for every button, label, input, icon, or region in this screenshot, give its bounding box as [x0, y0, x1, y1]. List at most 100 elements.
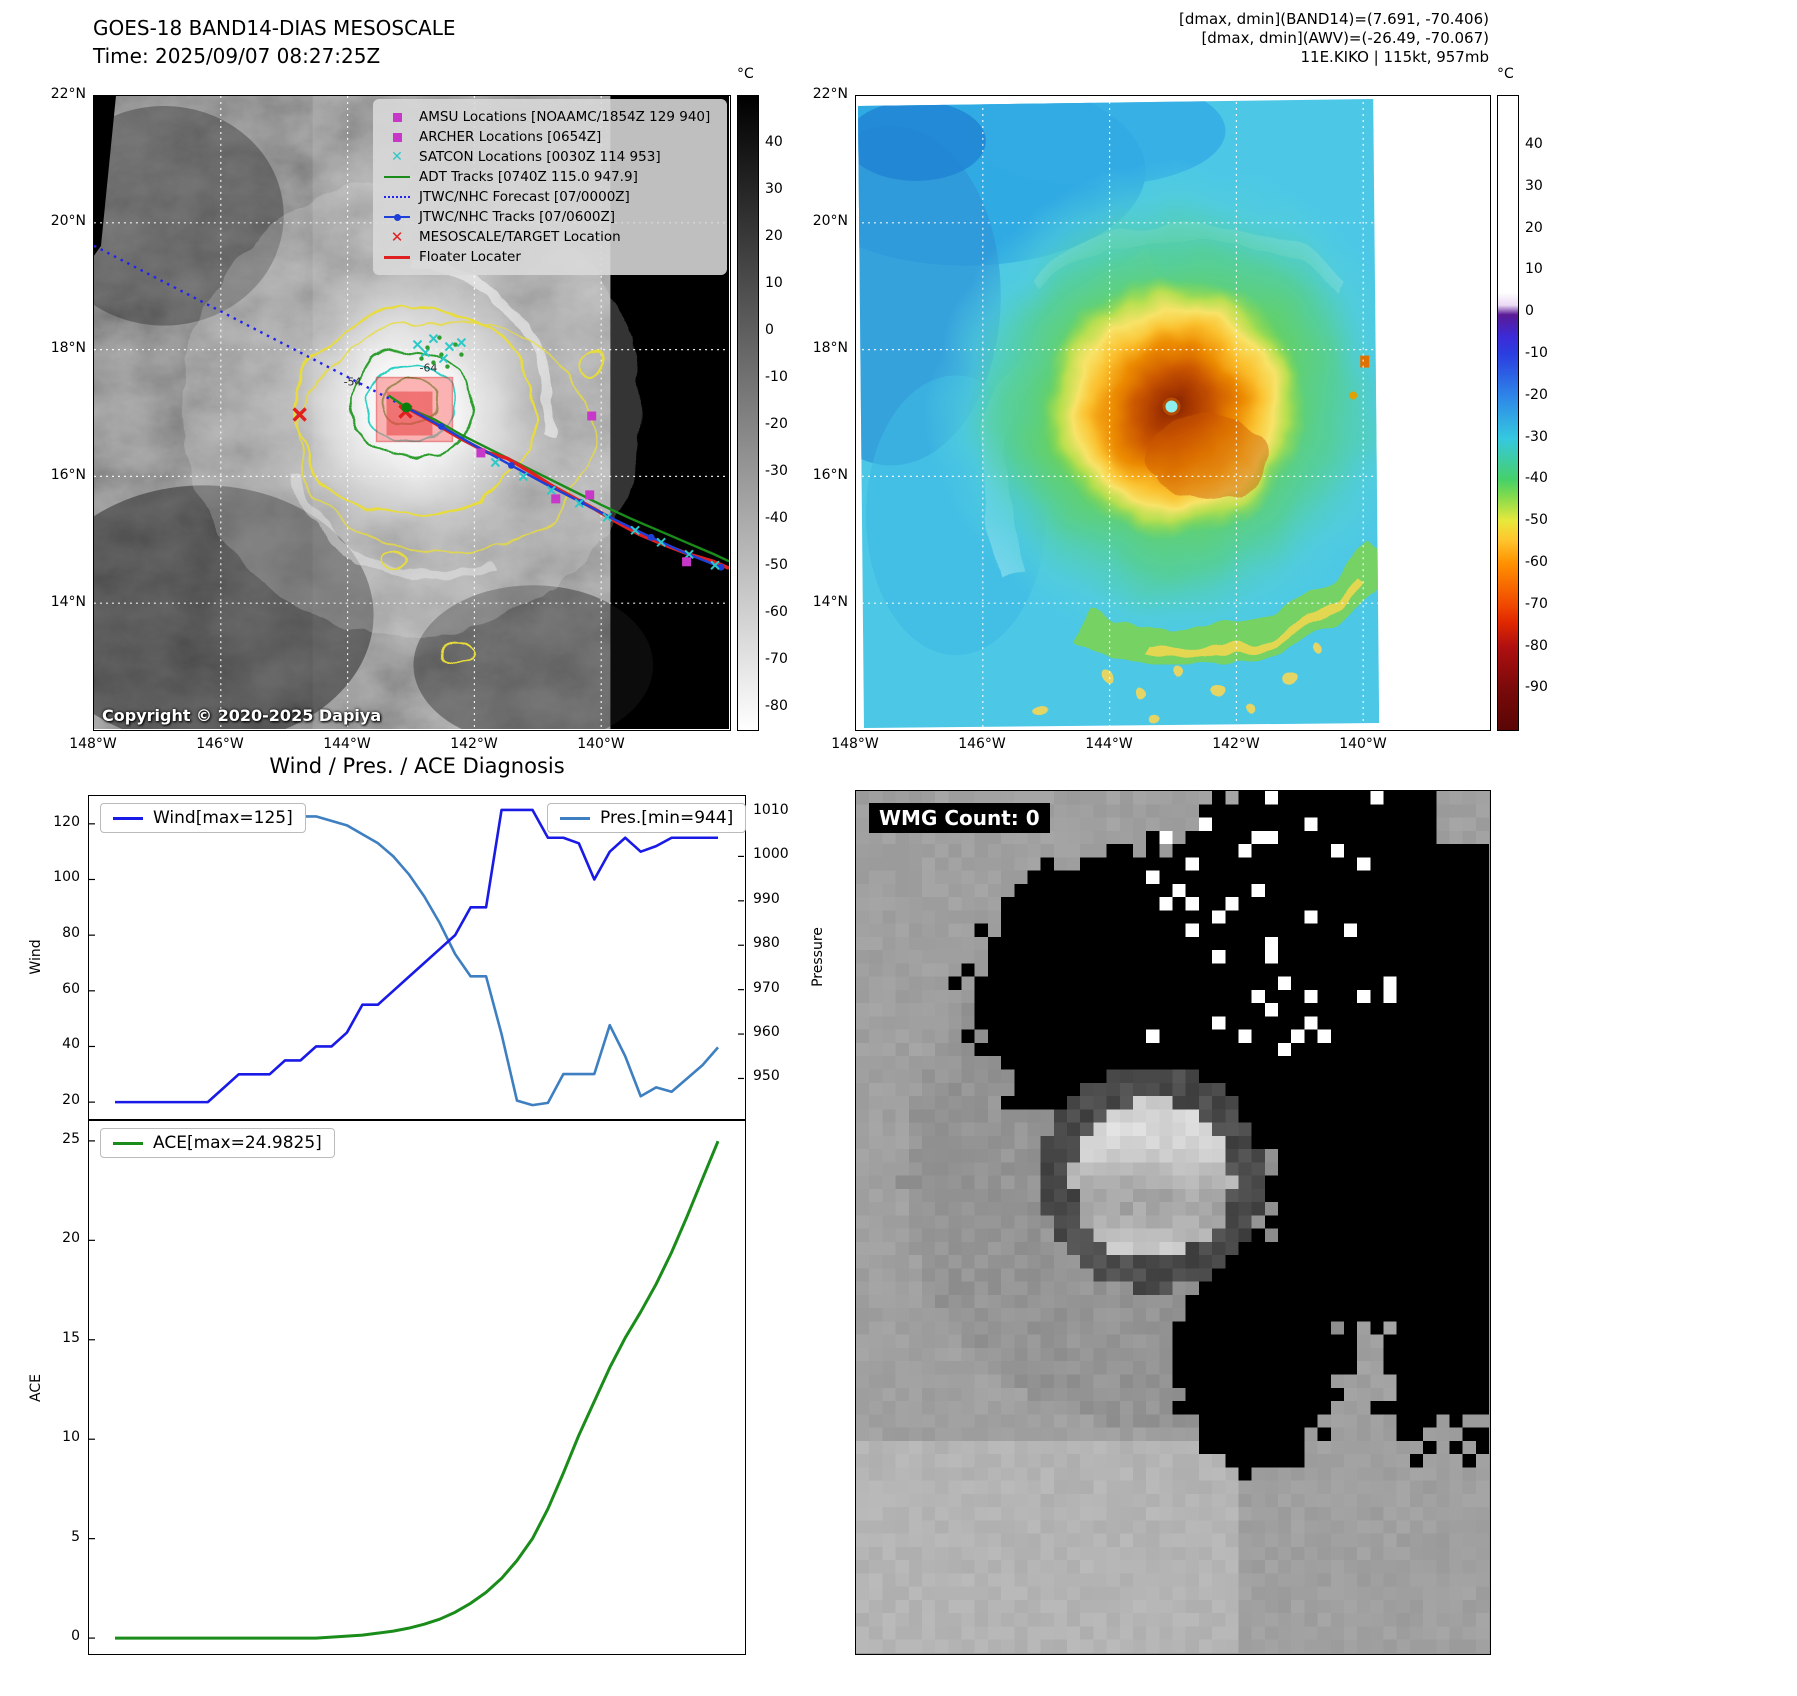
wind-pressure-chart	[88, 795, 746, 1120]
band14-colorbar-unit: °C	[737, 66, 754, 82]
ace-legend: ACE[max=24.9825]	[100, 1128, 335, 1158]
pressure-legend-label: Pres.[min=944]	[600, 808, 734, 828]
awv-map-panel	[855, 95, 1491, 731]
magenta-square-icon	[383, 112, 411, 122]
temperature-contours	[294, 308, 603, 665]
awv-cbar-tick: -80	[1525, 637, 1548, 654]
pressure-tick: 950	[753, 1068, 780, 1085]
adt-fix-dots	[419, 335, 464, 369]
ace-tick: 0	[71, 1628, 80, 1645]
awv-ytick: 22°N	[812, 86, 848, 102]
contour-label-outer: -54	[344, 376, 362, 389]
awv-cbar-tick: 30	[1525, 177, 1543, 194]
awv-cbar-tick: 20	[1525, 219, 1543, 236]
band14-cbar-tick: -30	[765, 463, 788, 479]
wind-tick: 100	[53, 869, 80, 886]
wind-pressure-plot	[89, 808, 744, 1107]
wind-tick: 120	[53, 813, 80, 830]
awv-xtick: 146°W	[958, 736, 1006, 752]
awv-colorbar	[1497, 95, 1519, 731]
awv-xtick: 140°W	[1339, 736, 1387, 752]
awv-cbar-tick: -40	[1525, 470, 1548, 487]
band14-cbar-tick: -40	[765, 510, 788, 526]
band14-xtick: 140°W	[577, 736, 625, 752]
ace-tick: 5	[71, 1528, 80, 1545]
band14-cbar-tick: 0	[765, 322, 774, 338]
wind-line-sample	[113, 816, 143, 820]
wind-tick: 80	[62, 925, 80, 942]
convective-cells	[1034, 647, 1321, 727]
awv-xtick: 148°W	[831, 736, 879, 752]
pressure-line-sample	[560, 816, 590, 820]
band14-cbar-tick: 30	[765, 181, 783, 197]
wmg-pixel-image	[856, 791, 1489, 1653]
awv-ytick: 18°N	[812, 340, 848, 356]
band14-ytick: 20°N	[50, 213, 86, 229]
awv-colorbar-unit: °C	[1497, 66, 1514, 82]
band14-cbar-tick: 40	[765, 134, 783, 150]
wind-axis-label: Wind	[28, 939, 44, 975]
band14-time: Time: 2025/09/07 08:27:25Z	[93, 44, 381, 68]
wmg-panel	[855, 790, 1491, 1655]
forecast-track	[94, 244, 408, 409]
legend-item-amsu: AMSU Locations [NOAAMC/1854Z 129 940]	[383, 107, 717, 127]
jtwc-track	[405, 406, 722, 569]
ace-tick: 25	[62, 1130, 80, 1147]
ace-legend-label: ACE[max=24.9825]	[153, 1133, 322, 1153]
pressure-tick: 1010	[753, 801, 789, 818]
awv-header-line1: [dmax, dmin](BAND14)=(7.691, -70.406)	[1178, 10, 1489, 28]
awv-ytick: 20°N	[812, 213, 848, 229]
red-line-icon	[383, 255, 411, 259]
ace-axis-label: ACE	[28, 1374, 44, 1402]
wind-tick: 40	[62, 1036, 80, 1053]
legend-item-target: MESOSCALE/TARGET Location	[383, 227, 717, 247]
magenta-square-icon	[383, 132, 411, 142]
amsu-markers	[476, 411, 692, 567]
awv-cbar-tick: -10	[1525, 345, 1548, 361]
wind-legend-label: Wind[max=125]	[153, 808, 293, 828]
band14-xtick: 142°W	[450, 736, 498, 752]
legend-item-floater: Floater Locater	[383, 247, 717, 267]
pressure-legend: Pres.[min=944]	[547, 803, 747, 833]
diagnosis-title: Wind / Pres. / ACE Diagnosis	[269, 754, 565, 778]
band14-cbar-tick: 10	[765, 275, 783, 291]
ace-tick: 15	[62, 1329, 80, 1346]
wind-legend: Wind[max=125]	[100, 803, 306, 833]
awv-header-line3: 11E.KIKO | 115kt, 957mb	[1300, 48, 1489, 66]
awv-xtick: 144°W	[1085, 736, 1133, 752]
legend-item-satcon: SATCON Locations [0030Z 114 953]	[383, 147, 717, 167]
pressure-tick: 970	[753, 979, 780, 996]
band14-xtick: 148°W	[69, 736, 117, 752]
awv-ytick: 14°N	[812, 594, 848, 610]
band14-map-panel: -64 -54	[93, 95, 731, 731]
band14-ytick: 16°N	[50, 467, 86, 483]
band14-cbar-tick: -80	[765, 698, 788, 714]
copyright-text: Copyright © 2020-2025 Dapiya	[102, 706, 382, 725]
awv-cbar-tick: 0	[1525, 303, 1534, 320]
band14-cbar-tick: -50	[765, 557, 788, 573]
band14-colorbar	[737, 95, 759, 731]
map-grid	[856, 96, 1489, 729]
pressure-tick: 980	[753, 935, 780, 952]
ace-tick: 20	[62, 1230, 80, 1247]
pressure-tick: 960	[753, 1024, 780, 1041]
band14-cbar-tick: -10	[765, 369, 788, 385]
ace-tick: 10	[62, 1429, 80, 1446]
band14-cbar-tick: -60	[765, 604, 788, 620]
band14-cbar-tick: 20	[765, 228, 783, 244]
awv-satellite-image	[856, 96, 1489, 729]
ace-plot	[89, 1140, 720, 1640]
awv-cbar-tick: -50	[1525, 512, 1548, 529]
green-line-icon	[383, 176, 411, 178]
pressure-tick: 1000	[753, 846, 789, 863]
awv-cbar-tick: -60	[1525, 554, 1548, 570]
pressure-axis-label: Pressure	[810, 927, 826, 987]
wind-tick: 60	[62, 980, 80, 997]
awv-header-line2: [dmax, dmin](AWV)=(-26.49, -70.067)	[1201, 29, 1489, 47]
red-x-icon	[383, 230, 411, 245]
legend-item-forecast: JTWC/NHC Forecast [07/0000Z]	[383, 187, 717, 207]
band14-ytick: 18°N	[50, 340, 86, 356]
awv-ytick: 16°N	[812, 467, 848, 483]
awv-cbar-tick: -30	[1525, 428, 1548, 445]
